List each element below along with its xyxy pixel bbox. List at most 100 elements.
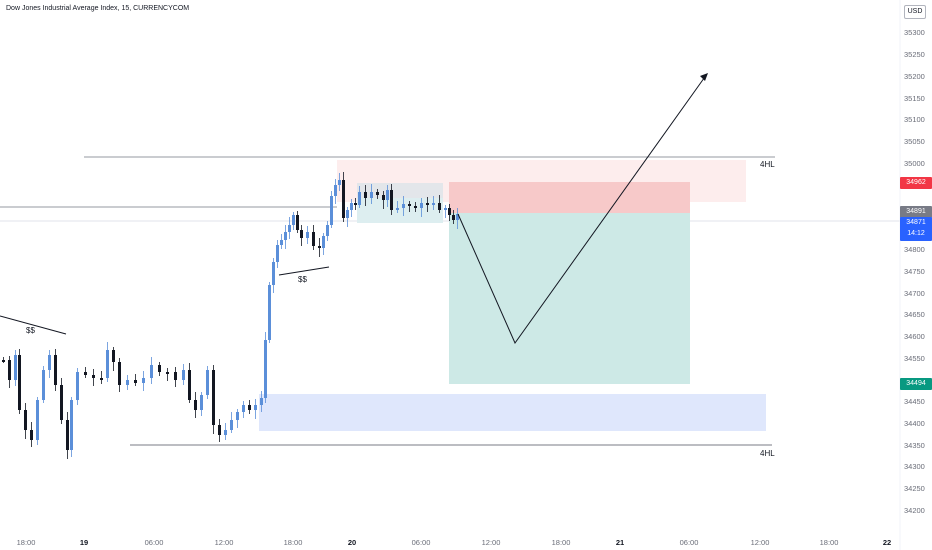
candle-body [126,380,129,385]
candle-body [174,372,177,380]
candlestick-series [2,172,459,459]
candle-body [382,195,385,200]
projection-path[interactable] [457,73,708,345]
chart-title: Dow Jones Industrial Average Index, 15, … [6,5,190,12]
candle-body [300,230,303,238]
candle-body [376,192,379,195]
candle-body [218,425,221,435]
candle-body [66,420,69,450]
take-profit-zone[interactable] [449,213,690,384]
candle-body [432,203,435,205]
candle-body [272,262,275,285]
time-tick: 12:00 [750,538,770,547]
candle-body [194,400,197,410]
candle-body [292,215,295,225]
candle-body [438,203,441,210]
price-tick: 35300 [904,28,925,37]
candle-body [444,208,447,210]
price-tick: 34650 [904,310,925,319]
price-tick: 35150 [904,94,925,103]
candle-body [84,372,87,375]
liquidity-trendline-left[interactable] [0,315,67,335]
candle-body [452,215,455,220]
candle-body [76,372,79,400]
time-tick: 21 [615,538,625,547]
candle-body [386,190,389,200]
last-price-tag: 34891 [900,206,932,218]
stop-loss-zone[interactable] [449,182,690,213]
candle-body [342,180,345,218]
candle-body [18,355,21,410]
candle-body [112,350,115,362]
candle-body [330,196,333,225]
projection-arrowhead [700,73,708,81]
target-price-tag: 34494 [900,378,932,390]
price-tick: 34250 [904,484,925,493]
candle-body [268,285,271,340]
candle-body [264,340,267,398]
price-tick: 35200 [904,72,925,81]
candle-body [338,180,341,185]
candle-body [30,430,33,440]
candle-body [134,380,137,383]
candle-body [36,400,39,440]
liquidity-trendline-mid[interactable] [278,266,330,276]
candle-body [200,395,203,410]
candle-body [2,360,5,362]
candle-body [106,350,109,378]
price-tick: 35000 [904,159,925,168]
price-tick: 35050 [904,137,925,146]
candle-body [346,210,349,218]
price-tick: 34600 [904,332,925,341]
candle-body [276,245,279,262]
price-tick: 34700 [904,289,925,298]
price-tick: 34800 [904,245,925,254]
candle-body [230,420,233,430]
candle-body [254,405,257,410]
candle-body [402,204,405,208]
price-tick: 35100 [904,115,925,124]
currency-badge[interactable]: USD [904,5,926,19]
liquidity-label-left: $$ [26,326,35,335]
candle-body [358,192,361,205]
time-tick: 18:00 [283,538,303,547]
candle-body [318,246,321,248]
candle-body [60,385,63,420]
time-tick: 18:00 [819,538,839,547]
candle-body [296,215,299,230]
candle-body [260,398,263,405]
candle-body [426,203,429,205]
candle-body [100,378,103,380]
candle-body [118,362,121,385]
candle-body [158,365,161,372]
price-tick: 34200 [904,506,925,515]
candle-body [166,372,169,374]
candle-body [354,203,357,205]
candle-body [150,365,153,378]
candle-body [92,375,95,378]
candle-body [54,355,57,385]
price-tick: 34300 [904,462,925,471]
candle-body [390,190,393,210]
demand-zone[interactable] [259,394,766,431]
time-tick: 20 [347,538,357,547]
candle-body [312,232,315,246]
candle-body [364,192,367,198]
candle-body [182,370,185,380]
time-tick: 06:00 [411,538,431,547]
candle-body [326,225,329,236]
candle-body [322,236,325,248]
time-tick: 18:00 [551,538,571,547]
candle-body [370,192,373,198]
candle-body [206,370,209,395]
time-tick: 18:00 [16,538,36,547]
candle-body [42,370,45,400]
price-tick: 35250 [904,50,925,59]
candle-body [448,208,451,215]
price-tick: 34400 [904,419,925,428]
candle-body [188,370,191,400]
candle-body [396,208,399,210]
consolidation-box-top [357,183,443,198]
price-tick: 34550 [904,354,925,363]
